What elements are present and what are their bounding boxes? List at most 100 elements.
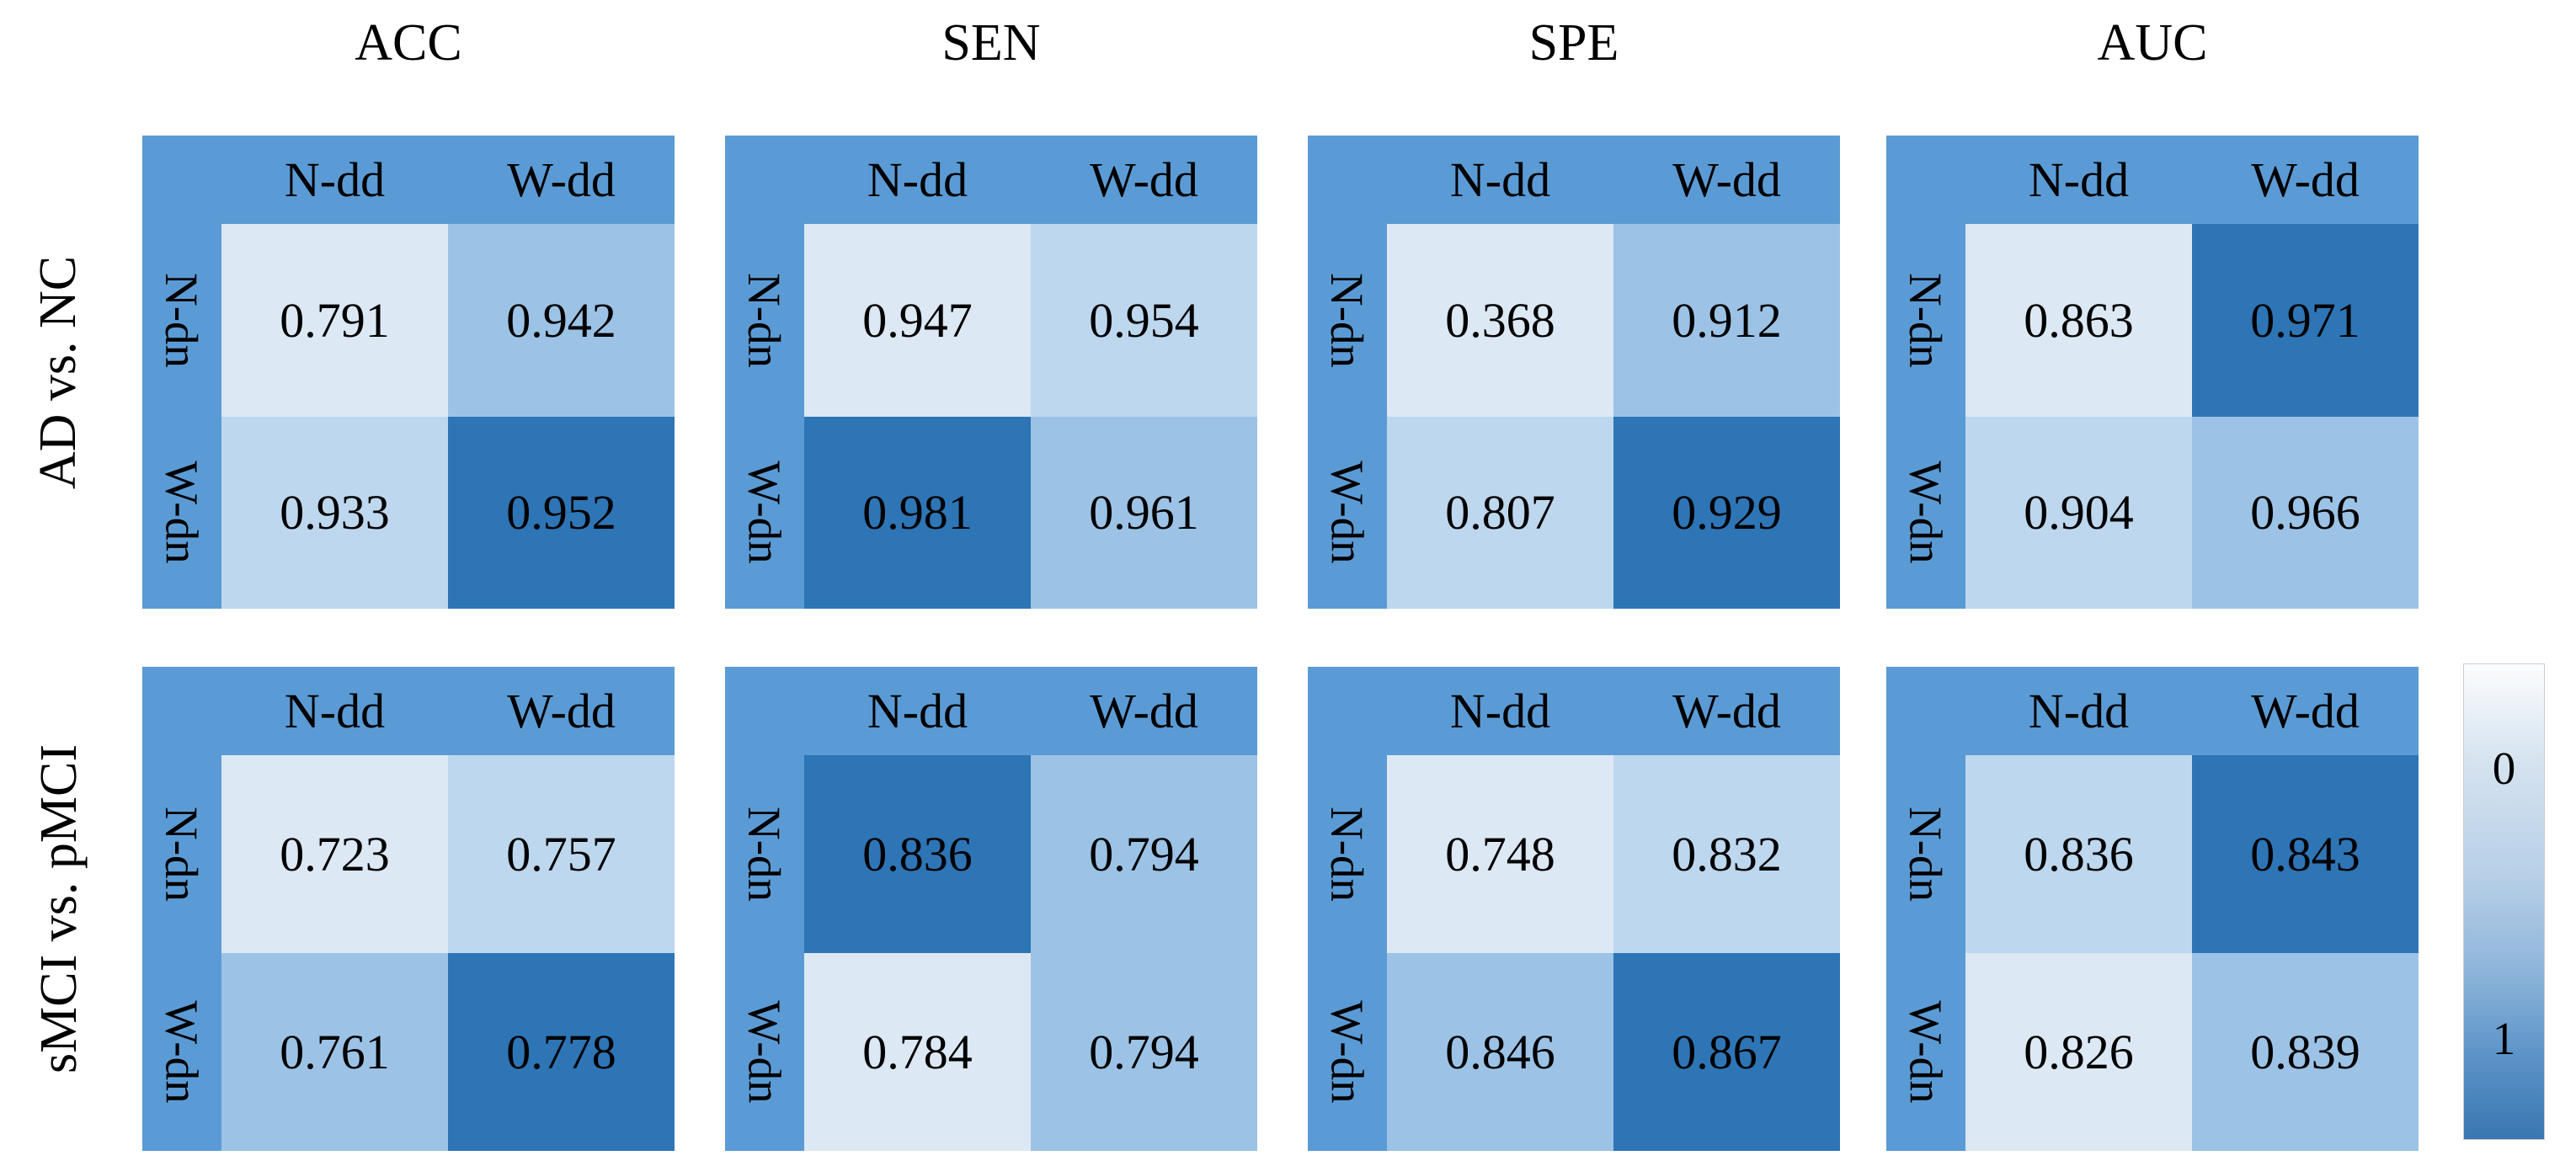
col-header-label: W-dd (1090, 152, 1198, 207)
matrix-corner (725, 136, 804, 224)
heatmap-cell: 0.832 (1613, 755, 1840, 953)
col-header-label: N-dd (2028, 152, 2130, 207)
heatmap-cell: 0.368 (1387, 224, 1613, 417)
col-header-label: W-dd (2251, 152, 2360, 207)
row-header: N-dn (1886, 755, 1965, 953)
heatmap-cell: 0.912 (1613, 224, 1840, 417)
column-title-sen: SEN (941, 14, 1041, 72)
row-header-label: N-dn (739, 272, 791, 368)
heatmap-cell: 0.794 (1031, 953, 1257, 1151)
row-header-label: W-dn (1321, 1000, 1373, 1104)
row-header: W-dn (725, 953, 804, 1151)
heatmap-adnc-auc: N-dd W-dd N-dn 0.863 0.971 W-dn 0.904 0.… (1886, 136, 2419, 609)
heatmap-smci-sen: N-dd W-dd N-dn 0.836 0.794 W-dn 0.784 0.… (725, 667, 1257, 1151)
heatmap-cell: 0.761 (221, 953, 448, 1151)
heatmap-cell: 0.791 (221, 224, 448, 417)
heatmap-cell: 0.981 (804, 416, 1031, 609)
col-header-label: N-dd (867, 684, 968, 738)
col-header-label: N-dd (284, 684, 386, 738)
col-header-label: W-dd (1090, 684, 1198, 738)
row-group-label-text: AD vs. NC (29, 255, 88, 489)
row-header-label: W-dn (739, 1000, 791, 1104)
heatmap-cell: 0.966 (2192, 416, 2419, 609)
matrix-corner (1308, 136, 1387, 224)
row-header: N-dn (142, 224, 221, 417)
column-title-spe: SPE (1528, 14, 1619, 72)
colorbar-label-min: 0 (2492, 742, 2516, 794)
heatmap-cell: 0.933 (221, 416, 448, 609)
heatmap-cell: 0.794 (1031, 755, 1257, 953)
col-header-label: W-dd (2251, 684, 2360, 738)
heatmap-cell: 0.757 (448, 755, 675, 953)
row-group-label-text: sMCI vs. pMCI (29, 743, 88, 1074)
row-header: N-dn (1308, 755, 1387, 953)
col-header-label: W-dd (507, 684, 616, 738)
heatmap-cell: 0.971 (2192, 224, 2419, 417)
heatmap-cell: 0.836 (804, 755, 1031, 953)
heatmap-cell: 0.867 (1613, 953, 1840, 1151)
row-header: W-dn (1308, 417, 1387, 610)
row-header: N-dn (1308, 224, 1387, 417)
matrix-corner (1308, 667, 1387, 755)
colorbar-label-max: 1 (2492, 1013, 2516, 1065)
row-header-label: N-dn (156, 272, 208, 368)
row-header: N-dn (142, 755, 221, 953)
row-header-label: N-dn (1900, 806, 1952, 903)
heatmap-cell: 0.947 (804, 224, 1031, 417)
col-header-label: W-dd (1672, 684, 1781, 738)
heatmap-cell: 0.778 (448, 953, 675, 1151)
heatmap-cell: 0.929 (1613, 416, 1840, 609)
heatmap-cell: 0.839 (2192, 953, 2419, 1151)
row-header-label: N-dn (156, 806, 208, 903)
heatmap-smci-acc: N-dd W-dd N-dn 0.723 0.757 W-dn 0.761 0.… (142, 667, 675, 1151)
row-header: N-dn (725, 755, 804, 953)
heatmap-cell: 0.952 (448, 416, 675, 609)
matrix-corner (725, 667, 804, 755)
row-header-label: W-dn (156, 461, 208, 564)
heatmap-cell: 0.843 (2192, 755, 2419, 953)
row-header-label: W-dn (1900, 1000, 1952, 1104)
row-header: N-dn (725, 224, 804, 417)
row-header-label: N-dn (739, 806, 791, 903)
row-header: W-dn (142, 417, 221, 610)
col-header-label: N-dd (284, 152, 386, 207)
heatmap-cell: 0.904 (1965, 416, 2192, 609)
row-header-label: N-dn (1321, 272, 1373, 368)
col-header-label: W-dd (1672, 152, 1781, 207)
row-header-label: N-dn (1900, 272, 1952, 368)
row-header: W-dn (142, 953, 221, 1151)
heatmap-cell: 0.961 (1031, 416, 1257, 609)
heatmap-cell: 0.942 (448, 224, 675, 417)
row-header: N-dn (1886, 224, 1965, 417)
row-header: W-dn (1886, 953, 1965, 1151)
row-header-label: W-dn (1900, 461, 1952, 564)
col-header-label: N-dd (1449, 684, 1551, 738)
column-title-acc: ACC (355, 14, 462, 72)
heatmap-smci-spe: N-dd W-dd N-dn 0.748 0.832 W-dn 0.846 0.… (1308, 667, 1840, 1151)
row-group-label-smci-pmci: sMCI vs. pMCI (0, 667, 118, 1151)
heatmap-smci-auc: N-dd W-dd N-dn 0.836 0.843 W-dn 0.826 0.… (1886, 667, 2419, 1151)
heatmap-cell: 0.784 (804, 953, 1031, 1151)
heatmap-adnc-spe: N-dd W-dd N-dn 0.368 0.912 W-dn 0.807 0.… (1308, 136, 1840, 609)
column-title-auc: AUC (2097, 14, 2208, 72)
row-header: W-dn (1308, 953, 1387, 1151)
row-header-label: N-dn (1321, 806, 1373, 903)
row-header-label: W-dn (156, 1000, 208, 1104)
heatmap-cell: 0.954 (1031, 224, 1257, 417)
row-header: W-dn (1886, 417, 1965, 610)
heatmap-cell: 0.863 (1965, 224, 2192, 417)
matrix-corner (1886, 136, 1965, 224)
heatmap-cell: 0.826 (1965, 953, 2192, 1151)
col-header-label: W-dd (507, 152, 616, 207)
matrix-corner (142, 667, 221, 755)
colorbar: 0 1 (2463, 663, 2545, 1140)
heatmap-cell: 0.836 (1965, 755, 2192, 953)
heatmap-adnc-sen: N-dd W-dd N-dn 0.947 0.954 W-dn 0.981 0.… (725, 136, 1257, 609)
row-header-label: W-dn (1321, 461, 1373, 564)
heatmap-cell: 0.748 (1387, 755, 1613, 953)
row-header: W-dn (725, 417, 804, 610)
heatmap-adnc-acc: N-dd W-dd N-dn 0.791 0.942 W-dn 0.933 0.… (142, 136, 675, 609)
col-header-label: N-dd (2028, 684, 2130, 738)
heatmap-cell: 0.846 (1387, 953, 1613, 1151)
